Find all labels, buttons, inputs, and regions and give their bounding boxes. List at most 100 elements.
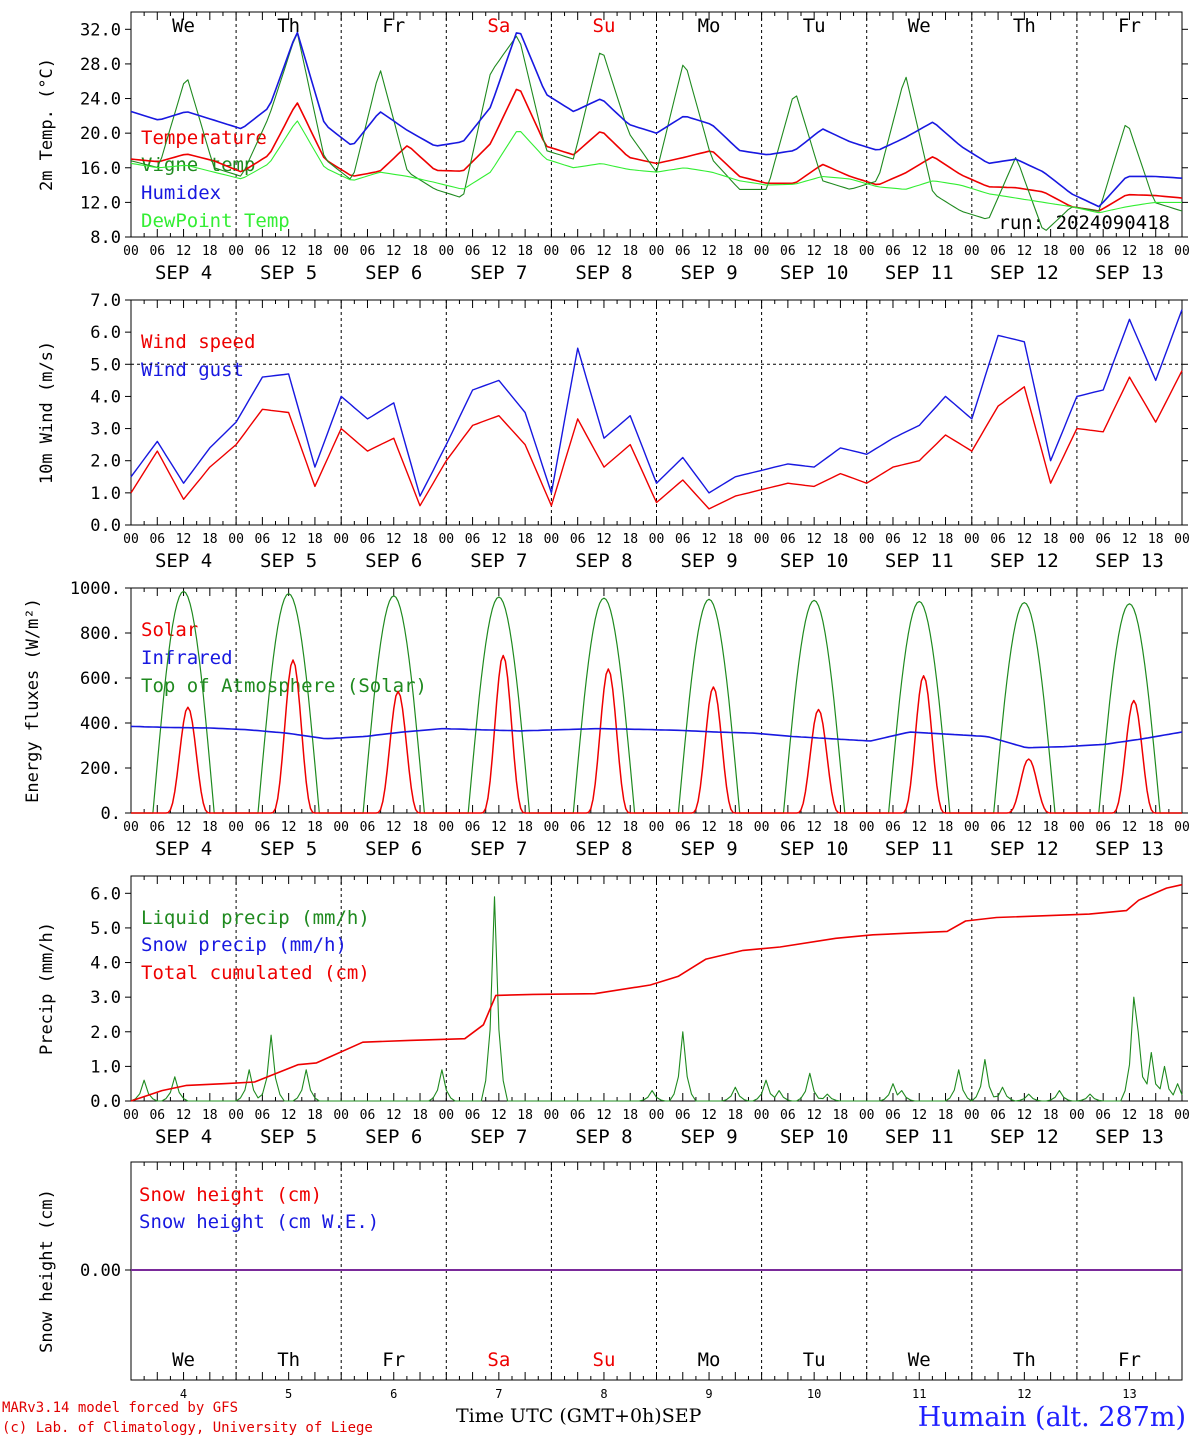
- y-tick-label: 5.0: [90, 355, 121, 375]
- x-hour-label: 06: [885, 244, 901, 259]
- x-day-label: SEP 6: [365, 550, 422, 572]
- x-hour-label: 12: [176, 244, 192, 259]
- x-hour-label: 00: [964, 532, 980, 547]
- weekday-label: Fr: [382, 1349, 405, 1371]
- x-hour-label: 06: [360, 244, 376, 259]
- weekday-label: Sa: [487, 1349, 510, 1371]
- x-hour-label: 06: [885, 532, 901, 547]
- x-hour-label: 12: [911, 1108, 927, 1123]
- x-hour-label: 18: [727, 1108, 743, 1123]
- x-day-label: SEP 5: [260, 550, 317, 572]
- station-title: Humain (alt. 287m): [917, 1402, 1186, 1433]
- x-hour-label: 12: [1122, 820, 1138, 835]
- x-hour-label: 18: [727, 820, 743, 835]
- x-hour-label: 06: [360, 1108, 376, 1123]
- x-hour-label: 00: [544, 1108, 560, 1123]
- weekday-label: Mo: [698, 1349, 721, 1371]
- x-hour-label: 00: [859, 532, 875, 547]
- x-hour-label: 18: [202, 820, 218, 835]
- x-hour-label: 06: [1095, 532, 1111, 547]
- x-hour-label: 12: [176, 532, 192, 547]
- x-hour-label: 00: [964, 244, 980, 259]
- x-hour-label: 00: [123, 532, 139, 547]
- x-day-label: SEP 4: [155, 262, 212, 284]
- x-day-label: SEP 6: [365, 262, 422, 284]
- x-hour-label: 06: [465, 820, 481, 835]
- x-hour-label: 12: [806, 820, 822, 835]
- y-tick-label: 20.0: [80, 124, 121, 144]
- x-hour-label: 12: [701, 1108, 717, 1123]
- weekday-label: Th: [1013, 15, 1036, 37]
- date-label: 10: [807, 1387, 821, 1401]
- x-hour-label: 12: [806, 1108, 822, 1123]
- x-hour-label: 18: [412, 244, 428, 259]
- x-hour-label: 12: [1017, 820, 1033, 835]
- x-day-label: SEP 8: [575, 838, 632, 860]
- x-hour-label: 12: [911, 820, 927, 835]
- x-day-label: SEP 5: [260, 1126, 317, 1148]
- y-tick-label: 1.0: [90, 1057, 121, 1077]
- x-hour-label: 06: [885, 820, 901, 835]
- x-hour-label: 06: [465, 244, 481, 259]
- series-line-temperature: [130, 88, 1183, 212]
- x-hour-label: 18: [1148, 532, 1164, 547]
- x-day-label: SEP 7: [470, 262, 527, 284]
- x-hour-label: 06: [780, 820, 796, 835]
- model-credit: MARv3.14 model forced by GFS: [2, 1400, 239, 1416]
- x-hour-label: 00: [1174, 820, 1190, 835]
- legend-label: Temperature: [141, 127, 267, 149]
- x-hour-label: 18: [1148, 1108, 1164, 1123]
- weekday-label: We: [908, 1349, 931, 1371]
- weekday-label: We: [172, 15, 195, 37]
- x-hour-label: 18: [833, 244, 849, 259]
- legend-label: Humidex: [141, 182, 221, 204]
- x-hour-label: 18: [412, 532, 428, 547]
- x-hour-label: 18: [517, 820, 533, 835]
- x-hour-label: 12: [491, 244, 507, 259]
- x-hour-label: 00: [544, 244, 560, 259]
- lab-credit: (c) Lab. of Climatology, University of L…: [2, 1420, 373, 1436]
- y-tick-label: 12.0: [80, 193, 121, 213]
- x-hour-label: 18: [938, 532, 954, 547]
- x-hour-label: 00: [649, 1108, 665, 1123]
- x-day-label: SEP 10: [780, 1126, 849, 1148]
- x-day-label: SEP 8: [575, 550, 632, 572]
- x-hour-label: 06: [675, 1108, 691, 1123]
- x-hour-label: 18: [833, 1108, 849, 1123]
- date-label: 7: [495, 1387, 502, 1401]
- series-line-humidex: [130, 31, 1183, 208]
- x-hour-label: 00: [123, 1108, 139, 1123]
- x-hour-label: 18: [727, 532, 743, 547]
- y-tick-label: 4.0: [90, 954, 121, 974]
- x-day-label: SEP 10: [780, 262, 849, 284]
- x-hour-label: 18: [307, 532, 323, 547]
- x-hour-label: 18: [1043, 532, 1059, 547]
- x-day-label: SEP 12: [990, 1126, 1059, 1148]
- x-hour-label: 06: [255, 1108, 271, 1123]
- y-tick-label: 0.: [101, 804, 121, 824]
- weekday-label: Th: [1013, 1349, 1036, 1371]
- x-day-label: SEP 8: [575, 262, 632, 284]
- date-label: 4: [180, 1387, 187, 1401]
- x-day-label: SEP 10: [780, 550, 849, 572]
- legend-label: DewPoint Temp: [141, 210, 290, 232]
- series-line-wind-gust: [130, 309, 1183, 497]
- x-hour-label: 06: [255, 532, 271, 547]
- x-hour-label: 18: [412, 1108, 428, 1123]
- series-line-wind-speed: [130, 370, 1183, 510]
- x-hour-label: 12: [491, 1108, 507, 1123]
- legend-label: Snow height (cm): [139, 1184, 322, 1206]
- panel-5: Snow height (cm) Snow height (cm) Snow hei…: [37, 1161, 1183, 1381]
- x-hour-label: 00: [1069, 820, 1085, 835]
- weekday-label: Mo: [698, 15, 721, 37]
- x-hour-label: 12: [806, 244, 822, 259]
- x-hour-label: 00: [649, 820, 665, 835]
- y-tick-label: 1.0: [90, 484, 121, 504]
- x-hour-label: 12: [1017, 532, 1033, 547]
- x-day-label: SEP 6: [365, 838, 422, 860]
- y-tick-label: 3.0: [90, 988, 121, 1008]
- y-tick-label: 24.0: [80, 90, 121, 110]
- series-line-solar: [131, 654, 1182, 814]
- y-tick-label: 28.0: [80, 55, 121, 75]
